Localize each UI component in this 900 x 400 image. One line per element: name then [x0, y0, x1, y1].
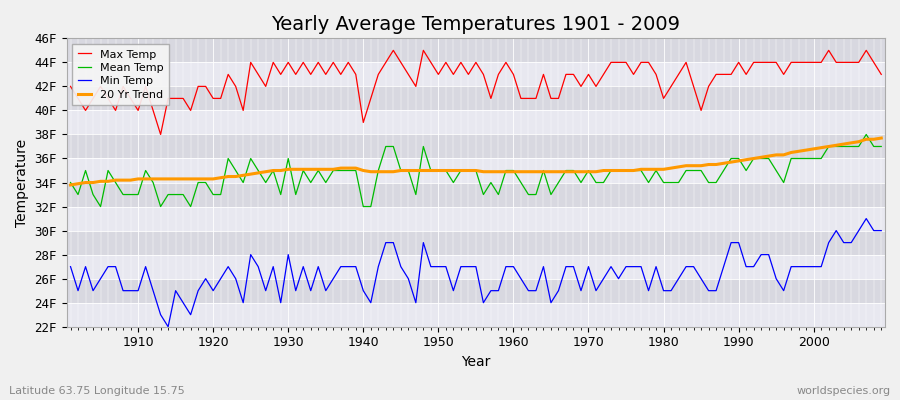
Mean Temp — [606, 168, 616, 173]
Min Temp — [860, 216, 871, 221]
Max Temp — [523, 96, 534, 101]
Max Temp — [298, 60, 309, 65]
Line: Max Temp: Max Temp — [70, 50, 881, 134]
Line: 20 Yr Trend: 20 Yr Trend — [70, 138, 881, 185]
Bar — [67, 110, 885, 134]
20 Yr Trend — [508, 169, 518, 174]
Max Temp — [516, 96, 526, 101]
Min Temp — [298, 264, 309, 269]
Mean Temp — [516, 180, 526, 185]
Text: Latitude 63.75 Longitude 15.75: Latitude 63.75 Longitude 15.75 — [9, 386, 184, 396]
Max Temp — [343, 60, 354, 65]
Min Temp — [125, 288, 136, 293]
Max Temp — [388, 48, 399, 53]
Bar — [67, 158, 885, 182]
Bar — [67, 62, 885, 86]
Max Temp — [876, 72, 886, 77]
Min Temp — [343, 264, 354, 269]
Mean Temp — [298, 168, 309, 173]
Min Temp — [606, 264, 616, 269]
Legend: Max Temp, Mean Temp, Min Temp, 20 Yr Trend: Max Temp, Mean Temp, Min Temp, 20 Yr Tre… — [72, 44, 169, 106]
Mean Temp — [508, 168, 518, 173]
Bar — [67, 303, 885, 327]
Y-axis label: Temperature: Temperature — [15, 138, 29, 226]
20 Yr Trend — [500, 169, 511, 174]
Max Temp — [65, 84, 76, 89]
Min Temp — [65, 264, 76, 269]
Min Temp — [516, 276, 526, 281]
Min Temp — [163, 324, 174, 329]
Line: Min Temp: Min Temp — [70, 218, 881, 327]
Mean Temp — [860, 132, 871, 137]
20 Yr Trend — [876, 136, 886, 140]
Max Temp — [613, 60, 624, 65]
Mean Temp — [65, 180, 76, 185]
Min Temp — [876, 228, 886, 233]
Bar — [67, 206, 885, 230]
20 Yr Trend — [125, 178, 136, 182]
Max Temp — [155, 132, 166, 137]
Mean Temp — [876, 144, 886, 149]
Title: Yearly Average Temperatures 1901 - 2009: Yearly Average Temperatures 1901 - 2009 — [272, 15, 680, 34]
X-axis label: Year: Year — [461, 355, 491, 369]
Bar — [67, 255, 885, 279]
Min Temp — [508, 264, 518, 269]
20 Yr Trend — [65, 182, 76, 187]
Line: Mean Temp: Mean Temp — [70, 134, 881, 206]
20 Yr Trend — [598, 168, 609, 173]
Mean Temp — [343, 168, 354, 173]
20 Yr Trend — [336, 166, 346, 170]
Mean Temp — [95, 204, 106, 209]
Text: worldspecies.org: worldspecies.org — [796, 386, 891, 396]
Max Temp — [125, 96, 136, 101]
20 Yr Trend — [291, 167, 302, 172]
Mean Temp — [132, 192, 143, 197]
